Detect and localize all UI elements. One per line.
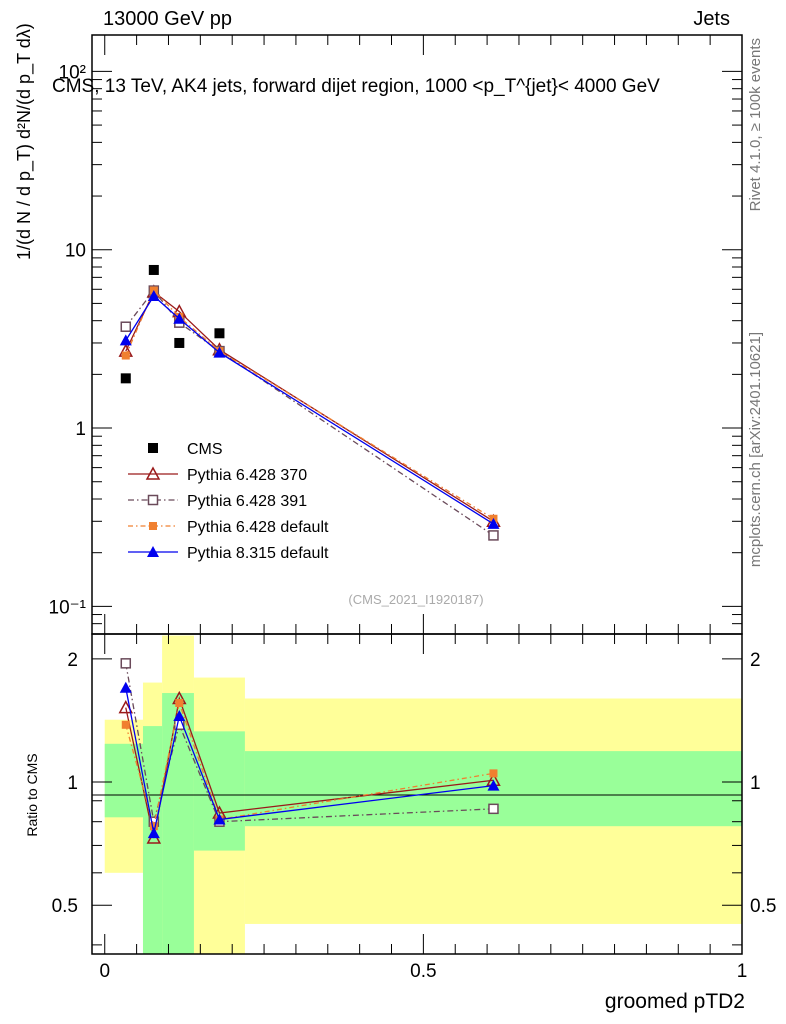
main-point-p391 [120, 321, 132, 332]
x-axis-label: groomed pTD2 [605, 990, 745, 1013]
band-inner-0 [104, 743, 143, 818]
legend-label-p8def: Pythia 8.315 default [187, 545, 329, 562]
main-y-tick-label: 1 [75, 419, 86, 440]
main-point-p8def [147, 290, 160, 302]
main-y-tick-label: 10 [65, 241, 86, 262]
band-inner-2 [162, 693, 194, 954]
main-point-cms [214, 328, 225, 339]
axis-tick-labels: 10⁻¹ 1 10 10² 0.5 0.5 1 1 2 2 0 0.5 1 [49, 62, 777, 982]
ratio-point-p8def [213, 813, 226, 825]
ratio-line-p370 [125, 695, 494, 839]
x-tick-label: 0.5 [410, 961, 436, 982]
ratio-y-axis-label: Ratio to CMS [24, 753, 40, 836]
ratio-y-tick-label: 2 [67, 650, 78, 671]
ratio-point-p391 [120, 658, 132, 669]
ratio-point-p8def [147, 827, 160, 839]
watermark: (CMS_2021_I1920187) [348, 592, 483, 607]
ratio-y-tick-label: 1 [67, 773, 78, 794]
header-jets: Jets [693, 8, 730, 30]
main-y-axis-label: 1/(d N / d p_T) d²N/(d p_T dλ) [14, 23, 35, 260]
main-point-p8def [119, 334, 132, 346]
main-point-cms [174, 337, 185, 348]
ratio-point-p6def [489, 769, 498, 778]
rivet-label: Rivet 4.1.0, ≥ 100k events [747, 38, 764, 211]
legend-label-p6def: Pythia 6.428 default [187, 519, 329, 536]
ratio-y-tick-label: 0.5 [52, 896, 78, 917]
ratio-point-p6def [121, 720, 130, 729]
main-point-p8def [213, 346, 226, 358]
main-series [118, 264, 501, 541]
mcplots-label: mcplots.cern.ch [arXiv:2401.10621] [747, 332, 764, 567]
legend-marker-p8def [147, 546, 159, 557]
ratio-point-p8def [119, 681, 132, 693]
band-inner-1 [142, 726, 163, 954]
x-tick-label: 0 [99, 961, 110, 982]
ratio-point-p6def [149, 822, 158, 831]
band-inner-3 [193, 731, 245, 851]
main-point-p8def [487, 517, 500, 529]
ratio-y-tick-label-right: 1 [750, 773, 761, 794]
ratio-line-p6def [125, 700, 494, 827]
legend-marker-p391 [147, 494, 159, 506]
legend-label-p370: Pythia 6.428 370 [187, 467, 307, 484]
main-y-axis-label-text: 1/(d N / d p_T) d²N/(d p_T dλ) [14, 23, 35, 260]
legend-marker-cms [148, 443, 158, 453]
legend-label-p391: Pythia 6.428 391 [187, 493, 307, 510]
ratio-point-p6def [175, 698, 184, 707]
ratio-point-p370 [118, 700, 134, 714]
ratio-series [118, 658, 501, 844]
ratio-point-p8def [487, 779, 500, 791]
x-tick-label: 1 [737, 961, 748, 982]
header-energy: 13000 GeV pp [103, 8, 232, 30]
main-point-cms [148, 264, 159, 275]
main-y-tick-label: 10² [59, 62, 86, 83]
main-point-p8def [173, 312, 186, 324]
axis-ticks [92, 35, 743, 954]
main-y-tick-label: 10⁻¹ [49, 597, 87, 618]
main-point-p6def [121, 351, 130, 360]
main-point-cms [120, 373, 131, 384]
ratio-point-p391 [488, 803, 499, 815]
main-line-p8def [125, 295, 494, 525]
legend-marker-p370 [145, 466, 161, 480]
legend-label-cms: CMS [187, 441, 223, 458]
main-line-p6def [125, 289, 494, 520]
ratio-y-tick-label-right: 0.5 [750, 896, 776, 917]
ratio-point-p8def [173, 709, 186, 721]
ratio-y-tick-label-right: 2 [750, 650, 761, 671]
ratio-frame [91, 633, 743, 955]
chart-title: CMS, 13 TeV, AK4 jets, forward dijet reg… [52, 76, 660, 97]
main-point-p391 [488, 530, 499, 541]
legend: CMS Pythia 6.428 370 Pythia 6.428 391 Pythi… [128, 441, 329, 562]
legend-marker-p6def [149, 522, 157, 530]
